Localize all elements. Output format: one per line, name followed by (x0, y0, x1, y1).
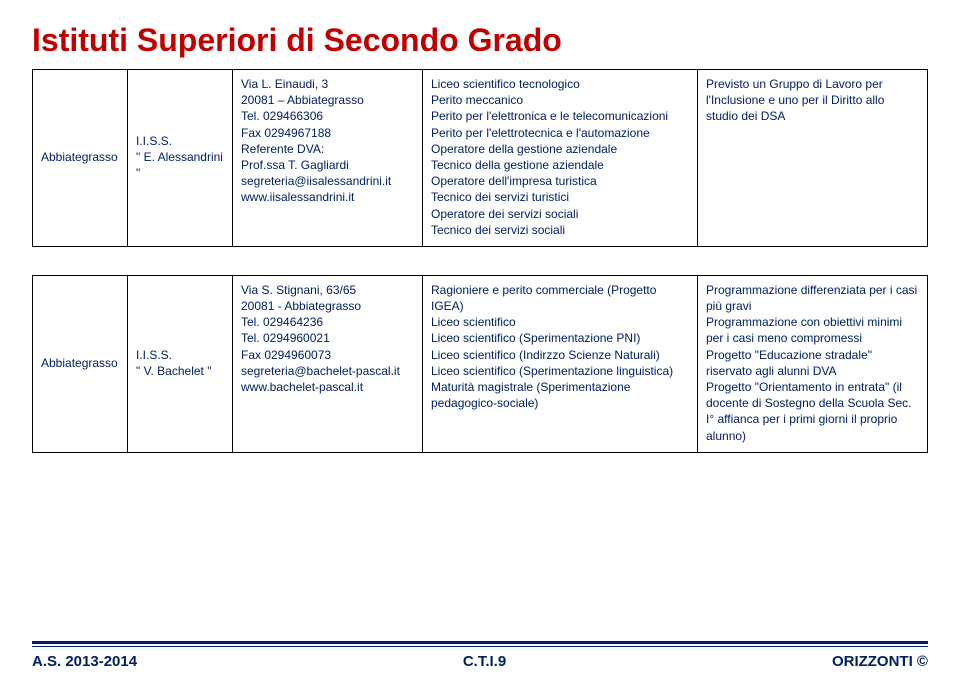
cell-city: Abbiategrasso (33, 70, 128, 247)
cell-school: I.I.S.S." V. Bachelet " (128, 275, 233, 452)
cell-city: Abbiategrasso (33, 275, 128, 452)
footer-left: A.S. 2013-2014 (32, 653, 137, 670)
cell-school: I.I.S.S." E. Alessandrini " (128, 70, 233, 247)
schools-table-1: Abbiategrasso I.I.S.S." E. Alessandrini … (32, 69, 928, 247)
footer-center: C.T.I.9 (463, 653, 506, 670)
page-footer: A.S. 2013-2014 C.T.I.9 ORIZZONTI © (32, 641, 928, 670)
table-row: Abbiategrasso I.I.S.S." E. Alessandrini … (33, 70, 928, 247)
schools-table-2: Abbiategrasso I.I.S.S." V. Bachelet " Vi… (32, 275, 928, 453)
footer-right: ORIZZONTI © (832, 653, 928, 670)
cell-contact: Via S. Stignani, 63/6520081 - Abbiategra… (233, 275, 423, 452)
table-gap (32, 247, 928, 275)
cell-contact: Via L. Einaudi, 320081 – AbbiategrassoTe… (233, 70, 423, 247)
page-title: Istituti Superiori di Secondo Grado (32, 22, 928, 59)
table-row: Abbiategrasso I.I.S.S." V. Bachelet " Vi… (33, 275, 928, 452)
cell-notes: Programmazione differenziata per i casi … (698, 275, 928, 452)
cell-courses: Liceo scientifico tecnologicoPerito mecc… (423, 70, 698, 247)
cell-notes: Previsto un Gruppo di Lavoro per l'Inclu… (698, 70, 928, 247)
footer-rule-top (32, 641, 928, 644)
cell-courses: Ragioniere e perito commerciale (Progett… (423, 275, 698, 452)
footer-rule-bottom (32, 646, 928, 647)
